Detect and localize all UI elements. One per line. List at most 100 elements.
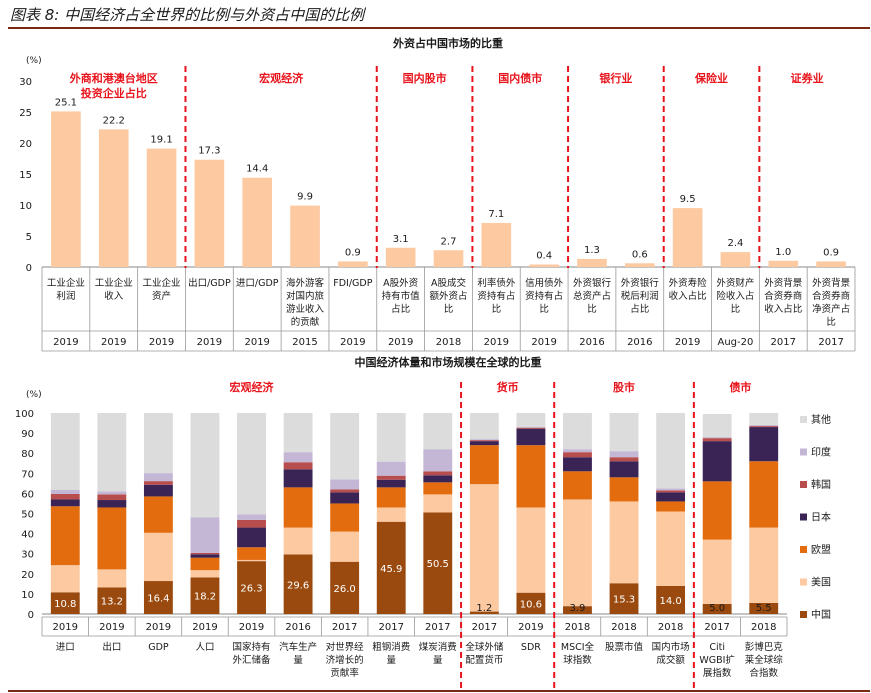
bar [194,159,225,267]
section-label: 宏观经济 [259,71,304,85]
x-year-label: 2019 [518,622,543,633]
stacked-bar-segment [50,565,80,593]
x-category-label: 量 [433,655,443,666]
stacked-bar-segment [702,603,732,614]
data-label: 15.3 [613,595,635,606]
x-category-label: Citi [709,642,725,653]
x-category-label: GDP [148,642,169,653]
y-tick-label: 15 [19,170,32,181]
stacked-bar-segment [97,494,127,501]
x-category-label: 占比 [391,303,410,315]
x-category-label: 工业企业 [143,277,181,289]
stacked-bar-segment [609,583,639,614]
stacked-bar-segment [190,570,220,578]
stacked-bar-segment [563,499,592,607]
bar [98,129,129,267]
stacked-bar-segment [237,514,266,520]
y-axis-unit: (%) [26,390,42,400]
x-category-label: 出口 [102,641,121,653]
legend-label: 其他 [811,413,831,426]
section-label: 国内债市 [498,71,542,85]
data-label: 9.9 [297,192,313,203]
x-year-label: 2018 [436,337,461,348]
stacked-bar-segment [143,496,173,533]
x-category-label: 外资银行 [621,277,660,289]
x-category-label: 信用债外 [525,277,564,289]
section-label: 外商和港澳台地区 [69,71,158,85]
x-category-label: 成交额 [656,654,685,666]
x-category-label: 进口 [56,642,75,653]
bar [577,258,607,267]
x-category-label: 量 [293,655,303,666]
stacked-bar-segment [97,413,127,492]
bar [51,111,81,267]
x-category-label: 汽车生产 [279,641,317,653]
stacked-bar-segment [609,451,639,458]
stacked-bar-segment [702,481,732,540]
x-category-label: 国内市场 [652,641,690,653]
legend-swatch [800,513,807,521]
stacked-bar-segment [516,592,546,614]
x-year-label: 2019 [146,622,171,633]
stacked-bar-segment [97,587,127,614]
x-year-label: 2015 [292,337,317,348]
y-tick-label: 70 [21,469,34,480]
stacked-bar-segment [376,413,406,462]
x-category-label: 人口 [195,642,214,653]
x-category-label: 外资财产 [716,277,754,289]
stacked-bar-segment [609,457,639,462]
x-category-label: 额外资占 [429,290,467,302]
data-label: 45.9 [380,564,402,575]
stacked-bar-segment [656,490,686,493]
x-category-label: 出口/GDP [188,277,231,289]
stacked-bar-segment [237,547,266,560]
legend-swatch [800,416,807,423]
x-year-label: 2019 [484,337,509,348]
x-category-label: 资持有占 [477,290,515,302]
x-year-label: 2017 [332,622,357,633]
stacked-bar-segment [283,452,313,463]
stacked-bar-segment [656,492,686,502]
bar [338,261,368,267]
x-category-label: 展指数 [703,667,732,679]
stacked-bar-segment [563,457,592,472]
y-tick-label: 30 [19,77,32,88]
stacked-bar-segment [656,488,686,491]
x-year-label: Aug-20 [718,337,754,348]
stacked-bar-segment [283,554,313,614]
data-label: 26.3 [240,584,262,595]
section-label: 宏观经济 [230,380,275,394]
section-label: 股市 [613,380,635,394]
y-tick-label: 0 [28,610,34,621]
x-category-label: WGBI扩 [699,654,735,666]
x-category-label: A股外资 [383,277,418,289]
x-category-label: 外资银行 [573,277,612,289]
stacked-bar-segment [50,506,80,566]
x-category-label: 总资产占 [573,290,611,302]
stacked-bar-segment [469,440,499,442]
bar [481,222,512,267]
data-label: 50.5 [427,559,449,570]
stacked-bar-segment [283,487,313,528]
stacked-bar-segment [516,445,546,508]
legend-swatch [800,578,807,586]
legend-label: 欧盟 [811,544,831,556]
stacked-bar-segment [749,425,779,427]
legend-swatch [800,611,807,618]
stacked-bar-segment [97,491,127,495]
x-year-label: 2019 [340,337,365,348]
x-category-label: 工业企业 [47,277,85,289]
stacked-bar-segment [330,489,360,493]
stacked-bar-segment [469,439,499,441]
x-category-label: 的贡献 [291,316,320,328]
x-year-label: 2019 [149,337,174,348]
x-category-label: 利率债外 [477,277,516,289]
y-axis-unit: (%) [26,56,42,66]
x-category-label: 外汇储备 [233,654,272,666]
x-category-label: 资产 [152,290,171,302]
stacked-bar-segment [563,471,592,500]
stacked-bar-segment [143,413,173,474]
x-category-label: 对世界经 [326,641,365,653]
x-year-label: 2016 [579,337,604,348]
stacked-bar-segment [190,517,220,553]
